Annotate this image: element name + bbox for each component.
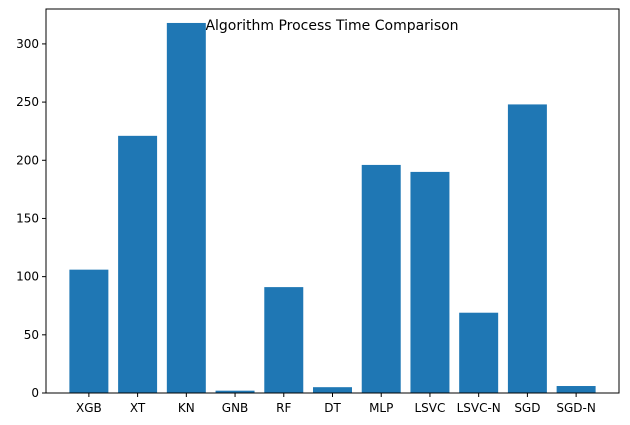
y-tick-label: 0 — [31, 386, 39, 400]
bar-mlp — [361, 164, 401, 393]
x-tick-label: SGD — [514, 401, 540, 415]
bar-sgd-n — [556, 386, 596, 393]
x-axis: XGB XT KN GNB RF DT MLP LSVC LSVC-N SGD SGD-N — [76, 393, 596, 415]
x-tick-label: GNB — [222, 401, 249, 415]
bars-group — [69, 22, 596, 394]
bar-rf — [264, 287, 304, 393]
bar-dt — [313, 387, 352, 393]
x-tick-label: XT — [130, 401, 146, 415]
bar-lsvc — [410, 171, 450, 393]
bar-kn — [166, 22, 206, 394]
bar-xgb — [69, 269, 109, 393]
plot-frame — [45, 8, 620, 394]
x-tick-label: LSVC-N — [457, 401, 501, 415]
x-tick-label: MLP — [369, 401, 393, 415]
x-tick-label: XGB — [76, 401, 102, 415]
bar-xt — [118, 135, 158, 393]
x-tick-label: RF — [276, 401, 291, 415]
x-tick-label: LSVC — [415, 401, 446, 415]
y-tick-label: 300 — [16, 37, 39, 51]
y-axis: 0 50 100 150 200 250 300 — [16, 37, 46, 400]
chart-title: Algorithm Process Time Comparison — [205, 18, 458, 34]
y-tick-label: 50 — [24, 328, 39, 342]
x-tick-label: SGD-N — [556, 401, 595, 415]
bar-sgd — [507, 104, 547, 393]
bar-lsvc-n — [459, 312, 499, 393]
bar-gnb — [215, 390, 255, 393]
y-tick-label: 250 — [16, 95, 39, 109]
y-tick-label: 200 — [16, 153, 39, 167]
x-tick-label: DT — [324, 401, 341, 415]
y-tick-label: 150 — [16, 211, 39, 225]
y-tick-label: 100 — [16, 270, 39, 284]
x-tick-label: KN — [178, 401, 195, 415]
